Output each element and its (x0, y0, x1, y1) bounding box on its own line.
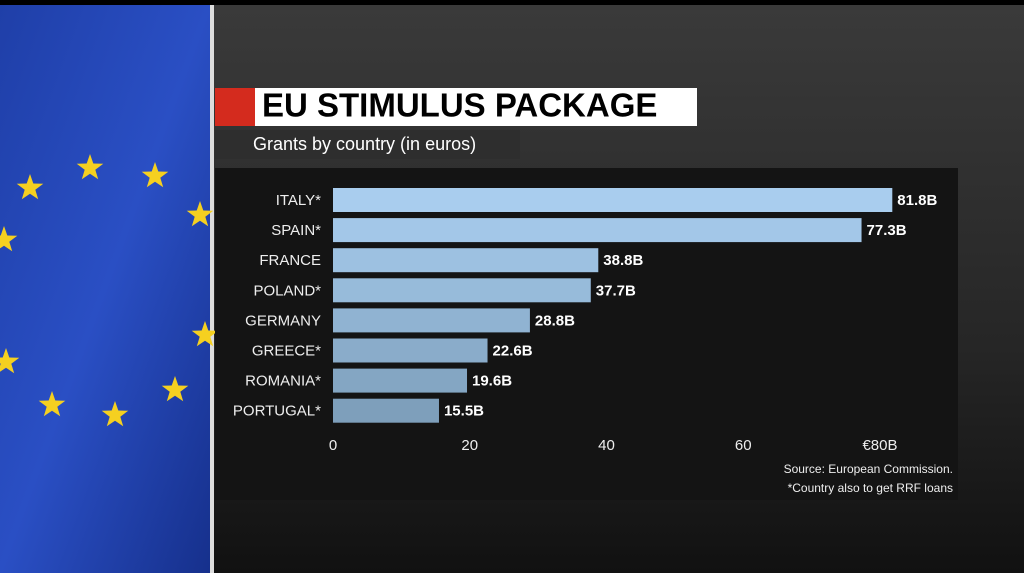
y-tick-label: SPAIN* (271, 222, 321, 239)
x-tick-label: 0 (329, 437, 337, 454)
bar (333, 398, 439, 423)
y-tick-label: GERMANY (245, 312, 321, 329)
bar (333, 368, 468, 393)
y-tick-label: PORTUGAL* (233, 403, 321, 420)
bar (333, 248, 599, 273)
x-tick-label: 20 (461, 437, 478, 454)
y-tick-label: GREECE* (252, 342, 321, 359)
x-tick-label: €80B (862, 437, 897, 454)
bar (333, 188, 893, 212)
chart-panel (215, 168, 958, 500)
note: *Country also to get RRF loans (788, 481, 953, 495)
flag-edge (210, 5, 214, 573)
chart-title: EU STIMULUS PACKAGE (262, 87, 657, 124)
value-label: 77.3B (867, 222, 907, 239)
y-tick-label: ROMANIA* (245, 373, 321, 390)
bar (333, 278, 591, 303)
source: Source: European Commission. (784, 462, 953, 476)
y-tick-label: ITALY* (276, 192, 321, 209)
value-label: 37.7B (596, 282, 636, 299)
value-label: 28.8B (535, 312, 575, 329)
y-tick-label: FRANCE (259, 252, 321, 269)
eu-flag (0, 5, 210, 573)
bar (333, 338, 488, 363)
bar (333, 218, 862, 243)
title-accent (215, 88, 255, 126)
value-label: 81.8B (897, 192, 937, 209)
x-tick-label: 60 (735, 437, 752, 454)
bar (333, 308, 530, 333)
value-label: 22.6B (493, 342, 533, 359)
x-tick-label: 40 (598, 437, 615, 454)
value-label: 15.5B (444, 403, 484, 420)
value-label: 19.6B (472, 373, 512, 390)
title-box (255, 88, 697, 126)
value-label: 38.8B (603, 252, 643, 269)
subtitle-box (215, 130, 520, 159)
chart-subtitle: Grants by country (in euros) (253, 134, 476, 154)
y-tick-label: POLAND* (253, 282, 321, 299)
